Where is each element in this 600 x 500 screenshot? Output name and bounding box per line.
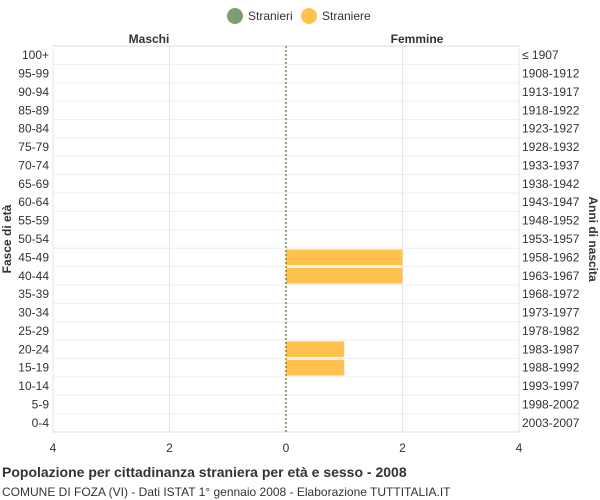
males-header: Maschi bbox=[129, 32, 170, 46]
bar-straniere-45-49 bbox=[286, 249, 403, 266]
age-group-label: 10-14 bbox=[18, 379, 49, 393]
birth-year-label: 1938-1942 bbox=[522, 177, 580, 191]
birth-year-label: 1973-1977 bbox=[522, 306, 580, 320]
age-group-label: 75-79 bbox=[18, 140, 49, 154]
birth-year-label: 1918-1922 bbox=[522, 103, 580, 117]
left-axis-title: Fasce di età bbox=[0, 204, 14, 273]
age-group-label: 65-69 bbox=[18, 177, 49, 191]
age-group-label: 60-64 bbox=[18, 195, 49, 209]
age-group-label: 0-4 bbox=[32, 416, 50, 430]
females-header: Femmine bbox=[391, 32, 444, 46]
birth-year-label: 1948-1952 bbox=[522, 214, 580, 228]
age-group-label: 55-59 bbox=[18, 214, 49, 228]
right-axis-title: Anni di nascita bbox=[586, 196, 600, 282]
age-group-label: 95-99 bbox=[18, 67, 49, 81]
age-group-label: 85-89 bbox=[18, 103, 49, 117]
legend: Stranieri Straniere bbox=[227, 8, 371, 24]
age-group-label: 35-39 bbox=[18, 287, 49, 301]
chart-title: Popolazione per cittadinanza straniera p… bbox=[2, 464, 407, 480]
birth-year-label: 1943-1947 bbox=[522, 195, 580, 209]
birth-year-label: 1958-1962 bbox=[522, 250, 580, 264]
birth-year-label: 1978-1982 bbox=[522, 324, 580, 338]
age-group-label: 30-34 bbox=[18, 306, 49, 320]
birth-year-labels: ≤ 1907 1908-1912 1913-1917 1918-1922 1923-19… bbox=[522, 48, 580, 430]
age-group-label: 45-49 bbox=[18, 250, 49, 264]
birth-year-label: 1968-1972 bbox=[522, 287, 580, 301]
age-group-label: 70-74 bbox=[18, 158, 49, 172]
birth-year-label: 1928-1932 bbox=[522, 140, 580, 154]
legend-swatch-stranieri bbox=[227, 8, 243, 24]
birth-year-label: 1993-1997 bbox=[522, 379, 580, 393]
birth-year-label: 1963-1967 bbox=[522, 269, 580, 283]
age-group-label: 25-29 bbox=[18, 324, 49, 338]
age-group-label: 50-54 bbox=[18, 232, 49, 246]
age-group-label: 100+ bbox=[22, 48, 49, 62]
legend-swatch-straniere bbox=[301, 8, 317, 24]
birth-year-label: 1923-1927 bbox=[522, 122, 580, 136]
x-axis-ticks: 4 2 0 2 4 bbox=[50, 441, 523, 455]
birth-year-label: 1908-1912 bbox=[522, 67, 580, 81]
birth-year-label: 1933-1937 bbox=[522, 158, 580, 172]
bar-straniere-15-19 bbox=[286, 359, 345, 376]
population-pyramid-chart: Stranieri Straniere Maschi Femmine 100+ 9… bbox=[0, 8, 600, 455]
birth-year-label: 2003-2007 bbox=[522, 416, 580, 430]
age-group-label: 15-19 bbox=[18, 361, 49, 375]
x-tick-label: 2 bbox=[399, 441, 406, 455]
x-tick-label: 2 bbox=[166, 441, 173, 455]
chart-subtitle: COMUNE DI FOZA (VI) - Dati ISTAT 1° genn… bbox=[2, 485, 451, 499]
age-group-label: 20-24 bbox=[18, 342, 49, 356]
birth-year-label: 1983-1987 bbox=[522, 342, 580, 356]
bar-straniere-20-24 bbox=[286, 341, 345, 358]
age-group-label: 5-9 bbox=[32, 397, 50, 411]
birth-year-label: 1988-1992 bbox=[522, 361, 580, 375]
birth-year-label: 1953-1957 bbox=[522, 232, 580, 246]
age-group-label: 90-94 bbox=[18, 85, 49, 99]
age-group-label: 80-84 bbox=[18, 122, 49, 136]
birth-year-label: 1998-2002 bbox=[522, 397, 580, 411]
age-group-labels: 100+ 95-99 90-94 85-89 80-84 75-79 70-74 65-69 6… bbox=[18, 48, 49, 430]
birth-year-label: ≤ 1907 bbox=[522, 48, 559, 62]
x-tick-label: 4 bbox=[50, 441, 57, 455]
x-tick-label: 0 bbox=[283, 441, 290, 455]
birth-year-label: 1913-1917 bbox=[522, 85, 580, 99]
bar-straniere-40-44 bbox=[286, 267, 403, 284]
bars bbox=[286, 249, 403, 376]
x-tick-label: 4 bbox=[516, 441, 523, 455]
age-group-label: 40-44 bbox=[18, 269, 49, 283]
legend-label-stranieri: Stranieri bbox=[248, 9, 293, 23]
legend-label-straniere: Straniere bbox=[322, 9, 371, 23]
